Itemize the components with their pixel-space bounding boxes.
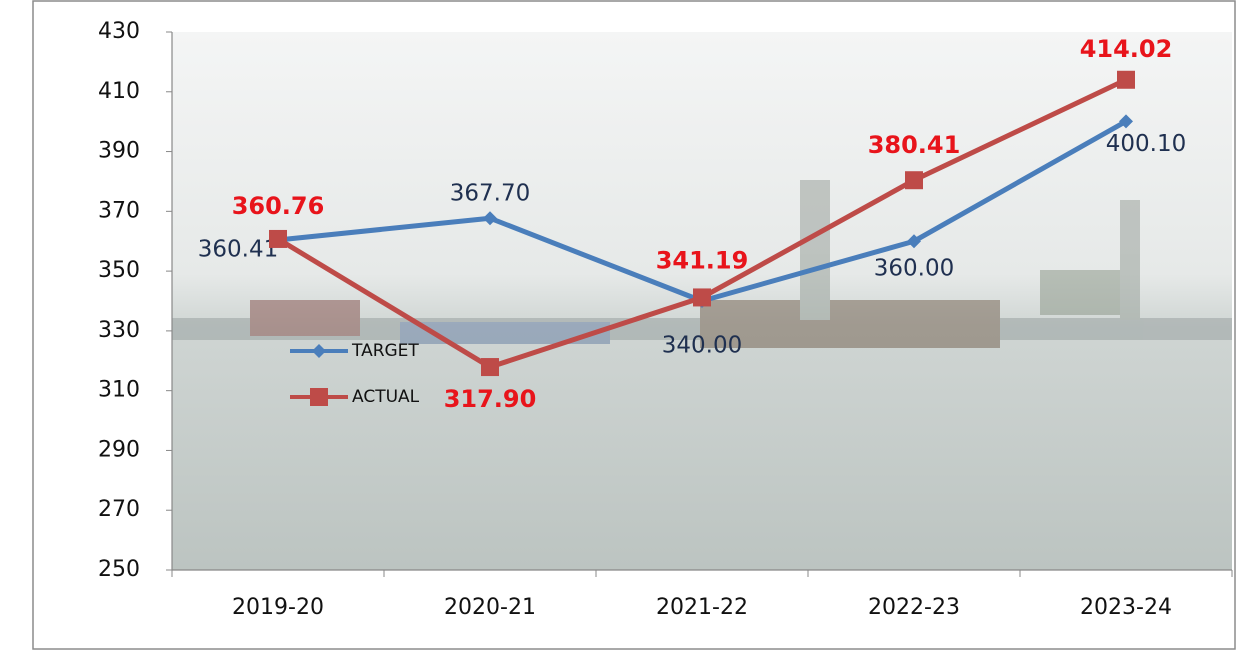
page: {"chart_data": {"type": "line", "categor… xyxy=(0,0,1236,650)
x-tick-label: 2020-21 xyxy=(444,595,536,620)
legend-label: TARGET xyxy=(351,341,419,361)
y-tick-label: 430 xyxy=(98,19,140,44)
marker xyxy=(481,358,499,376)
value-label: 367.70 xyxy=(450,181,530,207)
value-label: 360.76 xyxy=(232,192,325,220)
x-tick-label: 2022-23 xyxy=(868,595,960,620)
y-tick-label: 310 xyxy=(98,378,140,403)
y-tick-label: 290 xyxy=(98,437,140,462)
value-label: 317.90 xyxy=(444,385,537,413)
y-tick-label: 370 xyxy=(98,198,140,223)
y-tick-label: 350 xyxy=(98,258,140,283)
value-label: 400.10 xyxy=(1106,131,1186,157)
marker xyxy=(310,388,328,406)
y-tick-label: 390 xyxy=(98,139,140,164)
value-label: 360.00 xyxy=(874,256,954,282)
y-tick-label: 330 xyxy=(98,318,140,343)
marker xyxy=(905,171,923,189)
x-tick-label: 2023-24 xyxy=(1080,595,1172,620)
chart: 250 270 290 310 330 350 370 390 410 430 2019-20 202… xyxy=(0,0,1236,650)
value-label: 340.00 xyxy=(662,333,742,359)
legend-label: ACTUAL xyxy=(352,387,420,407)
value-label: 341.19 xyxy=(656,246,749,274)
marker xyxy=(269,230,287,248)
x-tick-label: 2021-22 xyxy=(656,595,748,620)
value-label: 360.41 xyxy=(198,236,278,262)
value-label: 380.41 xyxy=(868,131,961,159)
x-tick-label: 2019-20 xyxy=(232,595,324,620)
y-tick-label: 250 xyxy=(98,557,140,582)
value-label: 414.02 xyxy=(1080,35,1173,63)
marker xyxy=(693,288,711,306)
y-tick-label: 410 xyxy=(98,79,140,104)
y-tick-label: 270 xyxy=(98,497,140,522)
marker xyxy=(1117,71,1135,89)
